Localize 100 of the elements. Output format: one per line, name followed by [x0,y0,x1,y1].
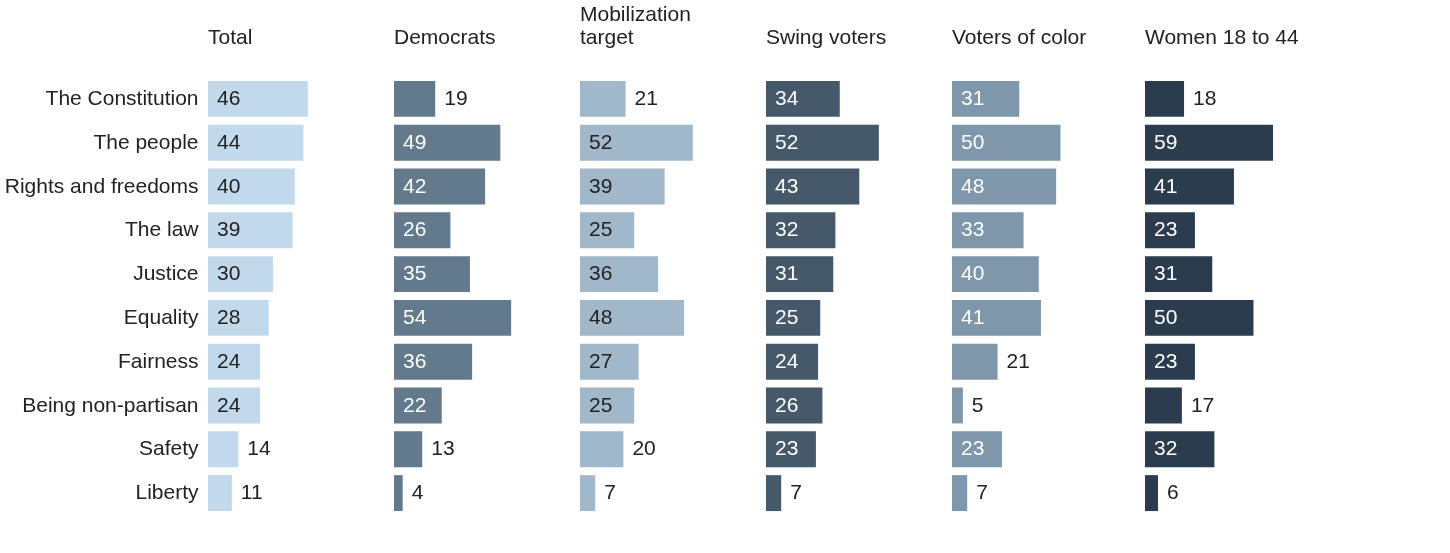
bar [394,256,470,293]
y-tick-label: The people [93,129,199,153]
bar [766,475,782,512]
bar [1145,343,1195,380]
chart-title: Total [208,25,253,48]
y-tick-label: The Constitution [45,85,199,109]
bar [580,124,693,161]
data-label: 54 [403,304,427,328]
bar [208,80,308,117]
data-label: 35 [403,261,427,285]
data-label: 6 [1167,480,1179,504]
data-label: 27 [589,348,613,372]
bar [580,212,635,249]
data-label: 31 [961,85,985,109]
data-label: 50 [961,129,985,153]
bar [1145,431,1215,468]
bar [1145,212,1195,249]
bar [580,168,665,205]
bar [394,124,501,161]
bar [1145,299,1254,336]
bar [208,124,304,161]
data-label: 40 [217,173,241,197]
data-label: 33 [961,217,985,241]
y-tick-label: Liberty [135,480,199,504]
bar [952,475,968,512]
bar [952,431,1002,468]
bar [952,168,1057,205]
data-label: 7 [976,480,988,504]
data-label: 24 [775,348,799,372]
bar [766,256,834,293]
chart-title: Democrats [394,25,496,48]
y-tick-label: Equality [123,304,199,328]
data-label: 22 [403,392,427,416]
data-label: 46 [217,85,241,109]
data-label: 14 [247,436,272,460]
data-label: 30 [217,261,241,285]
bar [1145,475,1159,512]
bar [766,80,840,117]
bar [952,80,1020,117]
data-label: 23 [961,436,985,460]
bar [208,475,232,512]
data-label: 13 [431,436,455,460]
data-label: 25 [589,217,613,241]
bar [952,387,963,424]
bar [580,343,639,380]
bar [394,212,451,249]
data-label: 43 [775,173,799,197]
data-label: 52 [775,129,799,153]
data-label: 7 [604,480,616,504]
bar [1145,168,1234,205]
bar [1145,256,1213,293]
data-label: 36 [589,261,613,285]
bar [394,168,486,205]
bar [208,256,274,293]
data-label: 42 [403,173,427,197]
data-label: 32 [775,217,799,241]
chart-title: Swing voters [766,25,887,48]
data-label: 34 [775,85,799,109]
data-label: 26 [403,217,427,241]
data-label: 48 [961,173,985,197]
data-label: 25 [589,392,613,416]
data-label: 23 [775,436,799,460]
bar [394,431,423,468]
bar [766,343,819,380]
data-label: 5 [971,392,984,416]
data-label: 7 [790,480,802,504]
bar [1145,387,1182,424]
bar [580,256,659,293]
bar [1145,124,1273,161]
data-label: 31 [775,261,799,285]
bar [208,168,295,205]
data-label: 49 [403,129,427,153]
bar [208,431,239,468]
chart-title: Mobilization target [580,2,691,48]
bar [208,343,261,380]
data-label: 26 [775,392,799,416]
bar [952,212,1024,249]
data-label: 52 [589,129,613,153]
bar [394,475,403,512]
bar [394,80,436,117]
bar [580,80,626,117]
data-label: 21 [634,85,658,109]
data-label: 11 [240,480,263,504]
data-label: 48 [589,304,613,328]
bar [394,343,473,380]
data-label: 31 [1154,261,1178,285]
bar [580,431,624,468]
y-tick-label: Safety [138,436,199,460]
data-label: 41 [961,304,985,328]
y-tick-label: Rights and freedoms [4,173,199,197]
bar [580,475,596,512]
data-label: 44 [217,129,241,153]
data-label: 39 [589,173,613,197]
data-label: 24 [217,348,241,372]
chart-title: Women 18 to 44 [1145,25,1300,48]
y-tick-label: Being non-partisan [22,392,199,416]
y-tick-label: The law [124,217,200,241]
bar [208,212,293,249]
chart-title: Voters of color [952,25,1087,48]
bar [208,299,269,336]
